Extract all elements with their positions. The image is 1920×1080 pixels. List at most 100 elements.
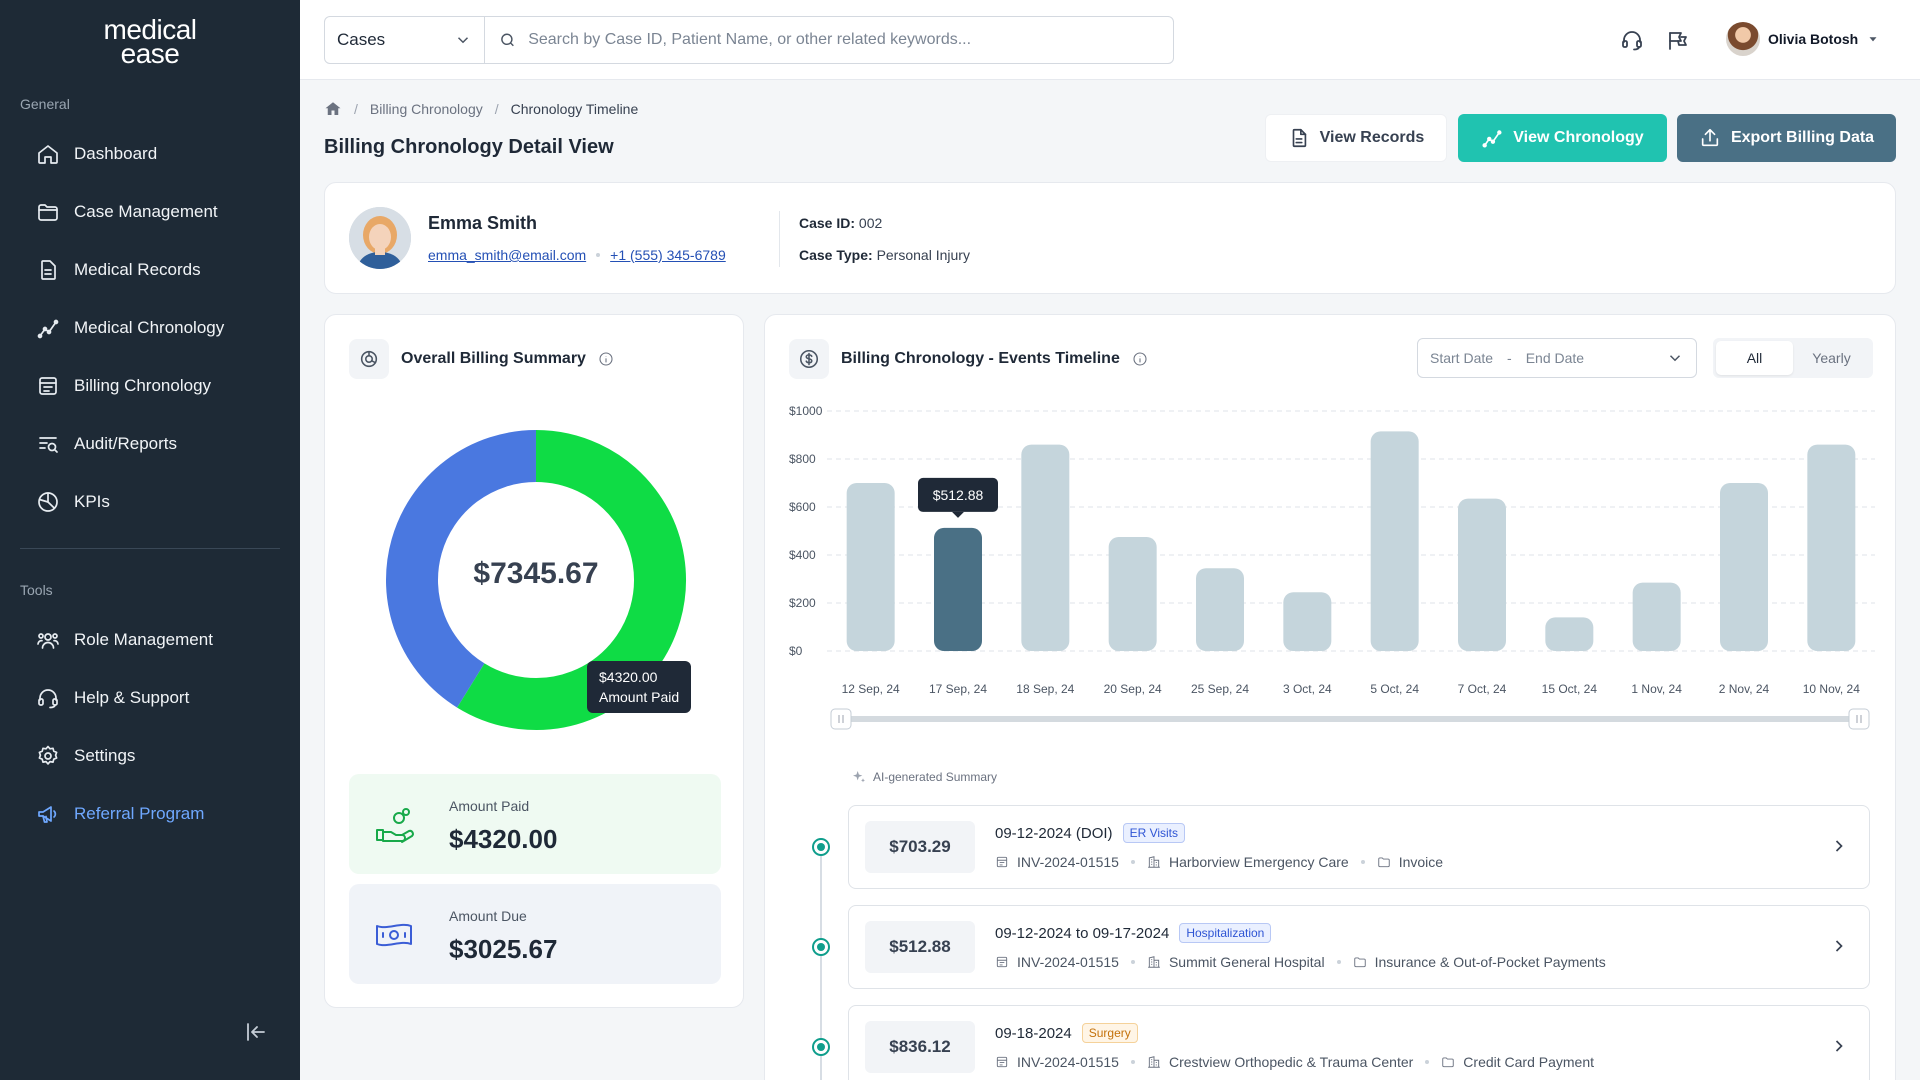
folder-icon: [1377, 857, 1390, 868]
sidebar-item-settings[interactable]: Settings: [36, 740, 135, 772]
view-chronology-button[interactable]: View Chronology: [1458, 114, 1667, 162]
patient-email-link[interactable]: emma_smith@email.com: [428, 247, 587, 263]
chart-bar[interactable]: [1283, 592, 1332, 651]
chart-bar[interactable]: [1545, 617, 1594, 651]
timeline-event[interactable]: $512.88 09-12-2024 to 09-17-2024 Hospita…: [848, 905, 1870, 989]
chart-bar[interactable]: [1108, 537, 1157, 651]
x-tick-label: 1 Nov, 24: [1631, 682, 1682, 696]
event-meta: INV-2024-01515 Harborview Emergency Care…: [995, 854, 1443, 870]
sidebar-item-audit-reports[interactable]: Audit/Reports: [36, 428, 177, 460]
sidebar-item-label: Medical Records: [74, 260, 201, 279]
summary-title: Overall Billing Summary: [401, 350, 586, 367]
timeline-icon-box: [789, 339, 829, 379]
sidebar-item-label: Dashboard: [74, 144, 158, 163]
event-invoice: INV-2024-01515: [1017, 1054, 1119, 1070]
y-tick-label: $1000: [789, 404, 823, 418]
date-range-picker[interactable]: Start Date - End Date: [1417, 338, 1697, 378]
sidebar-item-medical-records[interactable]: Medical Records: [36, 254, 201, 286]
y-tick-label: $0: [789, 644, 803, 658]
date-range-separator: -: [1507, 350, 1512, 366]
tab-all[interactable]: All: [1716, 341, 1793, 375]
search-scope-value: Cases: [337, 30, 386, 49]
separator-dot: [1336, 960, 1341, 964]
tab-yearly[interactable]: Yearly: [1812, 350, 1851, 366]
donut-segment-amount-paid[interactable]: [457, 430, 686, 730]
chart-bar[interactable]: [1458, 498, 1506, 651]
amount-due-box: Amount Due $3025.67: [349, 884, 721, 984]
event-date-row: 09-18-2024 Surgery: [995, 1023, 1138, 1043]
breadcrumb-separator: /: [494, 101, 499, 117]
app-logo[interactable]: medical ease: [0, 16, 300, 68]
announcements-button[interactable]: [1666, 28, 1690, 52]
sidebar-item-medical-chronology[interactable]: Medical Chronology: [36, 312, 224, 344]
support-button[interactable]: [1620, 28, 1644, 52]
y-tick-label: $200: [789, 596, 816, 610]
collapse-icon: [247, 1023, 265, 1041]
collapse-sidebar-button[interactable]: [244, 1020, 268, 1044]
chart-bar[interactable]: [1196, 568, 1244, 651]
sidebar-item-kpis[interactable]: KPIs: [36, 486, 110, 518]
range-slider-start-handle[interactable]: [830, 708, 852, 730]
sidebar: medical ease General Dashboard Case Mana…: [0, 0, 300, 1080]
timeline-event[interactable]: $703.29 09-12-2024 (DOI) ER Visits INV-2…: [848, 805, 1870, 889]
sidebar-item-dashboard[interactable]: Dashboard: [36, 138, 157, 170]
donut-chart-icon: [360, 350, 378, 368]
chevron-right-icon: [1829, 936, 1849, 956]
chart-bar[interactable]: [1720, 483, 1768, 651]
section-general-label: General: [20, 96, 70, 112]
search-input[interactable]: [528, 31, 1159, 49]
separator-dot: [1130, 860, 1135, 864]
view-records-label: View Records: [1319, 129, 1425, 146]
headset-icon: [38, 689, 58, 709]
user-menu[interactable]: Olivia Botosh: [1726, 22, 1880, 56]
patient-avatar: [349, 207, 411, 269]
sidebar-item-role-management[interactable]: Role Management: [36, 624, 213, 656]
sidebar-item-help-support[interactable]: Help & Support: [36, 682, 189, 714]
events-timeline-card: Billing Chronology - Events Timeline Sta…: [764, 314, 1896, 1080]
chart-bar[interactable]: [846, 483, 895, 651]
amount-paid-value: $4320.00: [449, 824, 558, 854]
gear-icon: [38, 745, 58, 765]
sidebar-item-case-management[interactable]: Case Management: [36, 196, 218, 228]
sidebar-item-label: Referral Program: [74, 804, 205, 823]
event-category-badge: Hospitalization: [1179, 923, 1272, 943]
donut-total-value: $7345.67: [473, 557, 599, 590]
banknote-icon: [373, 914, 415, 956]
donut-segment-amount-due[interactable]: [386, 430, 537, 708]
export-billing-button[interactable]: Export Billing Data: [1677, 114, 1896, 162]
period-toggle: All Yearly: [1713, 338, 1873, 378]
info-icon[interactable]: [1132, 351, 1148, 367]
donut-tooltip: $4320.00 Amount Paid: [587, 661, 692, 713]
patient-phone-link[interactable]: +1 (555) 345-6789: [610, 247, 726, 263]
range-slider-track: [841, 716, 1861, 722]
chart-bar[interactable]: [1632, 582, 1681, 651]
search-scope-dropdown[interactable]: Cases: [325, 17, 485, 63]
x-tick-label: 20 Sep, 24: [1104, 682, 1162, 696]
invoice-icon: [996, 956, 1008, 968]
case-id: Case ID: 002: [799, 215, 882, 231]
home-icon[interactable]: [324, 100, 342, 118]
timeline-event[interactable]: $836.12 09-18-2024 Surgery INV-2024-0151…: [848, 1005, 1870, 1080]
event-provider: Summit General Hospital: [1168, 954, 1325, 970]
case-id-label: Case ID:: [799, 215, 856, 231]
folder-icon: [1442, 1057, 1455, 1068]
event-provider: Harborview Emergency Care: [1168, 854, 1349, 870]
billing-icon: [39, 377, 57, 395]
timeline-dot: [812, 838, 830, 856]
sidebar-item-referral-program[interactable]: Referral Program: [36, 798, 204, 830]
amount-paid-label: Amount Paid: [449, 798, 530, 814]
view-records-button[interactable]: View Records: [1265, 114, 1447, 162]
info-icon[interactable]: [598, 351, 614, 367]
range-slider-end-handle[interactable]: [1848, 708, 1870, 730]
ai-summary-label: AI-generated Summary: [851, 769, 997, 785]
event-payment-type: Insurance & Out-of-Pocket Payments: [1374, 954, 1606, 970]
topbar: Cases Olivia Botosh: [300, 0, 1920, 80]
chart-bar[interactable]: [1021, 444, 1070, 651]
sidebar-item-billing-chronology[interactable]: Billing Chronology: [36, 370, 211, 402]
event-amount: $836.12: [865, 1021, 975, 1073]
event-date-row: 09-12-2024 (DOI) ER Visits: [995, 823, 1186, 843]
chart-bar[interactable]: [1807, 444, 1856, 651]
chart-bar[interactable]: [934, 527, 982, 651]
breadcrumb-link[interactable]: Billing Chronology: [369, 101, 483, 117]
chart-bar[interactable]: [1370, 431, 1419, 651]
